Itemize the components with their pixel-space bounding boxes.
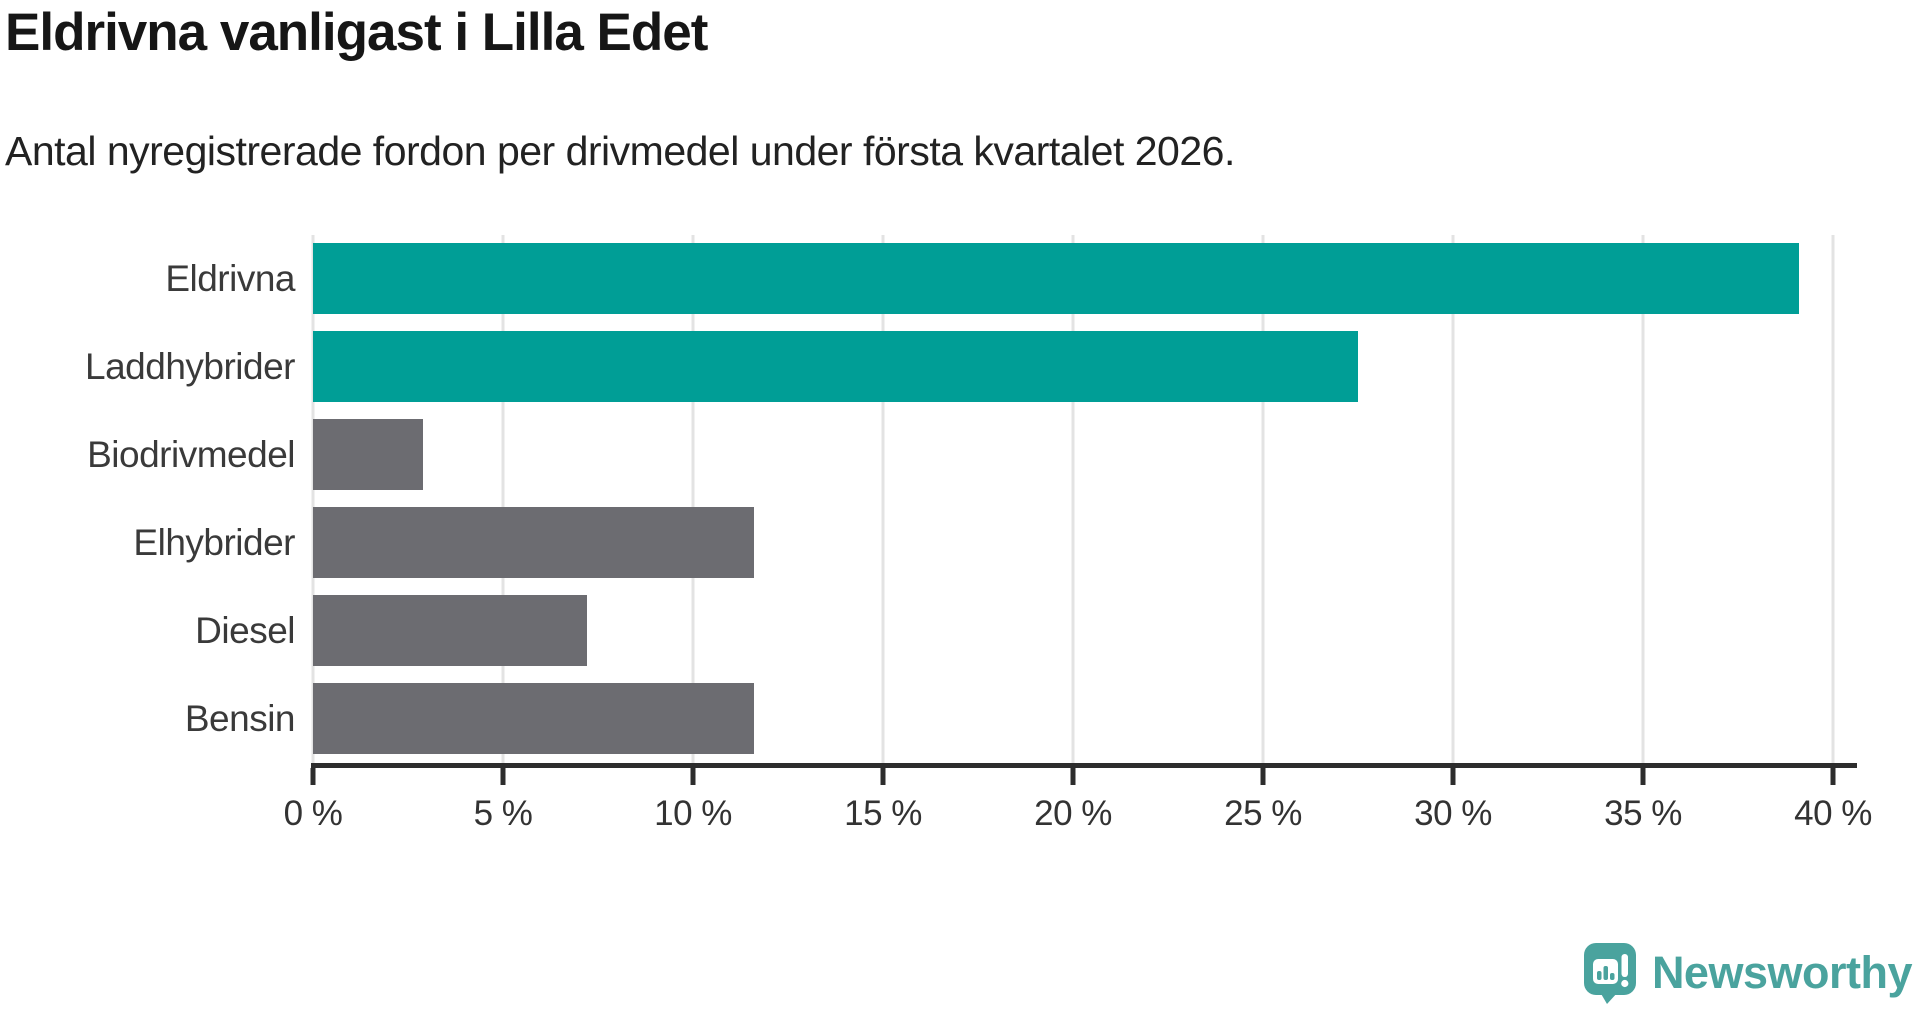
newsworthy-logo: Newsworthy — [1583, 942, 1913, 1004]
grid-layer — [311, 235, 1835, 763]
x-axis-tick — [500, 768, 506, 785]
chart-subtitle: Antal nyregistrerade fordon per drivmede… — [5, 128, 1235, 174]
gridline — [1071, 235, 1075, 763]
gridline — [1831, 235, 1835, 763]
category-label: Diesel — [195, 610, 295, 651]
category-label: Biodrivmedel — [87, 434, 295, 475]
x-axis-tick-label: 0 % — [283, 794, 343, 833]
gridline — [1641, 235, 1645, 763]
category-label: Elhybrider — [133, 522, 295, 563]
gridline — [501, 235, 505, 763]
bar-bensin — [313, 683, 754, 754]
x-axis-tick — [690, 768, 696, 785]
x-axis-tick-label: 15 % — [844, 794, 922, 833]
x-axis-tick — [880, 768, 886, 785]
bar-track — [313, 499, 1833, 587]
x-axis-tick-label: 10 % — [654, 794, 732, 833]
x-axis-tick — [1640, 768, 1646, 785]
chart-title: Eldrivna vanligast i Lilla Edet — [5, 3, 708, 62]
x-axis-layer: 0 % 5 % 10 % 15 % 20 % 25 % 30 % 35 % 40 % — [284, 768, 1872, 838]
bar-row: Laddhybrider — [0, 323, 1920, 411]
gridline — [881, 235, 885, 763]
bar-row: Bensin — [0, 675, 1920, 763]
newsworthy-logo-text: Newsworthy — [1651, 947, 1913, 998]
gridline — [311, 235, 315, 763]
rows: Eldrivna Laddhybrider Biodrivmedel Elhybrid… — [0, 235, 1920, 763]
bar-chart: Eldrivna Laddhybrider Biodrivmedel Elhybrid… — [0, 235, 1920, 835]
newsworthy-logo-icon — [1583, 943, 1636, 1004]
x-axis-tick-label: 20 % — [1034, 794, 1112, 833]
gridline — [1261, 235, 1265, 763]
bar-row: Diesel — [0, 587, 1920, 675]
bar-laddhybrider — [313, 331, 1358, 402]
category-label: Eldrivna — [165, 258, 295, 299]
bar-track — [313, 411, 1833, 499]
bar-row: Elhybrider — [0, 499, 1920, 587]
bar-row: Eldrivna — [0, 235, 1920, 323]
x-axis-tick — [1450, 768, 1456, 785]
bar-track — [313, 323, 1833, 411]
gridline — [691, 235, 695, 763]
bar-track — [313, 675, 1833, 763]
gridline — [1451, 235, 1455, 763]
x-axis-tick — [1830, 768, 1836, 785]
bar-diesel — [313, 595, 587, 666]
bar-track — [313, 235, 1833, 323]
x-axis-tick-label: 40 % — [1794, 794, 1872, 833]
x-axis-tick — [1260, 768, 1266, 785]
x-axis-tick-label: 30 % — [1414, 794, 1492, 833]
x-axis-tick-label: 25 % — [1224, 794, 1302, 833]
x-axis-tick-label: 35 % — [1604, 794, 1682, 833]
x-axis-tick-label: 5 % — [473, 794, 533, 833]
bar-eldrivna — [313, 243, 1799, 314]
category-label: Bensin — [184, 698, 296, 739]
x-axis-tick — [310, 768, 316, 785]
x-axis-line — [311, 763, 1857, 768]
category-label: Laddhybrider — [85, 346, 295, 387]
bar-biodrivmedel — [313, 419, 424, 490]
bar-track — [313, 587, 1833, 675]
x-axis-tick — [1070, 768, 1076, 785]
bar-elhybrider — [313, 507, 754, 578]
bar-row: Biodrivmedel — [0, 411, 1920, 499]
